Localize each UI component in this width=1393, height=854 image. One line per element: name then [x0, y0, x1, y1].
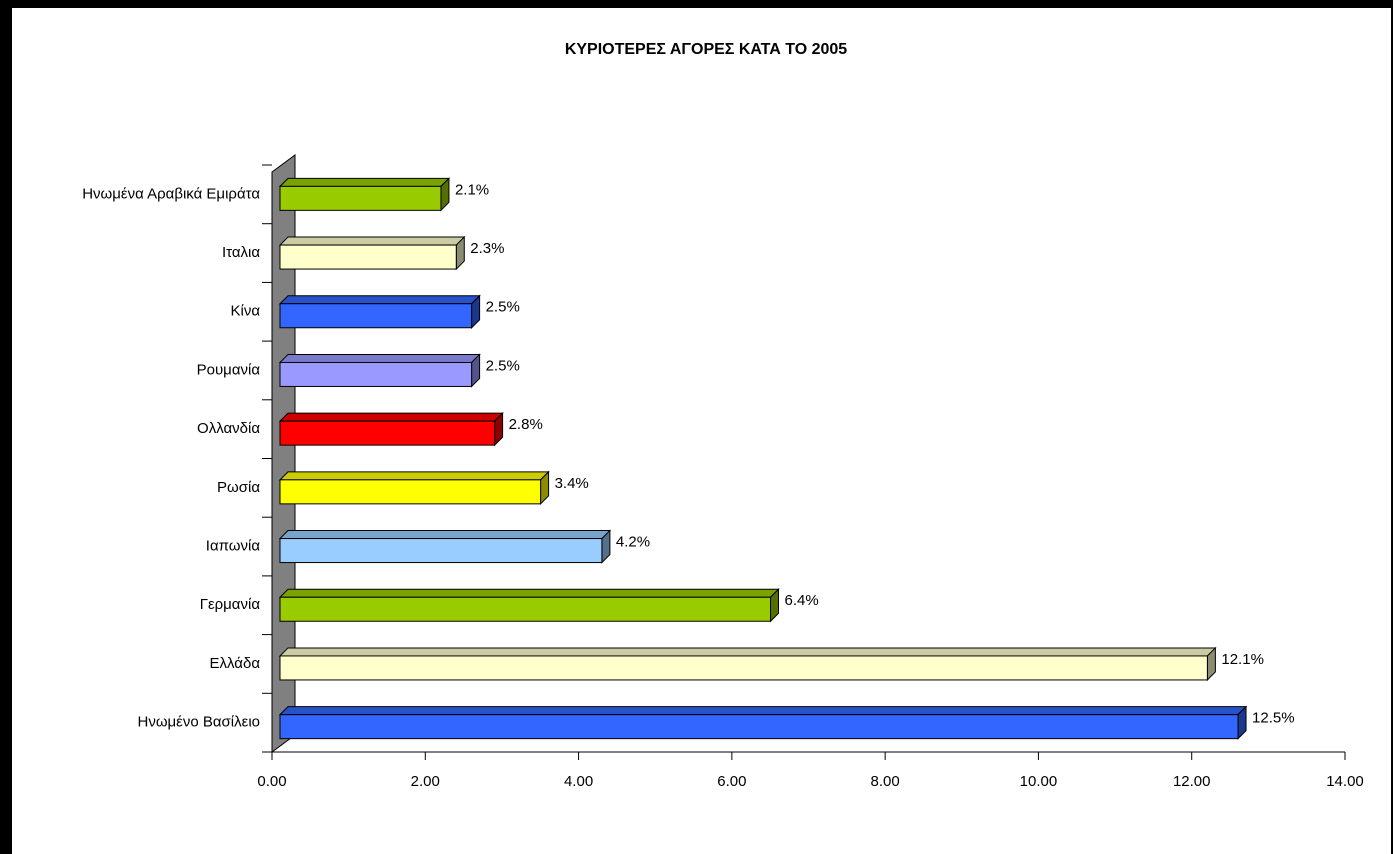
bar — [279, 185, 442, 211]
bar-top-shade — [280, 530, 610, 539]
y-tick-label: Ρουμανία — [197, 361, 261, 378]
bar-group — [278, 646, 1217, 682]
bar-top-shade — [280, 647, 1216, 656]
x-tick-label: 0.00 — [257, 773, 286, 790]
y-tick-label: Ελλάδα — [210, 655, 261, 672]
bar-top-shade — [280, 178, 449, 187]
bar — [279, 244, 457, 270]
value-label: 3.4% — [555, 475, 589, 492]
bar-side-shade — [601, 530, 610, 563]
value-label: 12.1% — [1221, 651, 1264, 668]
bar-group — [278, 294, 481, 329]
bar-side-shade — [1238, 706, 1247, 739]
y-tick-label: Ολλανδία — [197, 420, 260, 437]
bar — [279, 361, 473, 387]
y-tick-label: Ρωσία — [217, 479, 260, 496]
value-label: 6.4% — [785, 592, 819, 609]
bar — [279, 538, 603, 564]
value-label: 2.1% — [455, 181, 489, 198]
x-tick-label: 14.00 — [1326, 773, 1364, 790]
bar-group — [278, 470, 550, 506]
bar-group — [278, 411, 504, 447]
bar-top-shade — [280, 471, 549, 480]
bar — [279, 655, 1208, 681]
value-label: 4.2% — [616, 534, 650, 551]
y-tick-label: Ιαπωνία — [206, 538, 261, 555]
x-tick-label: 6.00 — [717, 773, 746, 790]
bar-side-shade — [471, 354, 480, 387]
chart-title: ΚΥΡΙΟΤΕΡΕΣ ΑΓΟΡΕΣ ΚΑΤΑ ΤΟ 2005 — [565, 41, 847, 58]
bar-side-shade — [494, 413, 503, 446]
x-tick-label: 4.00 — [564, 773, 593, 790]
y-tick-label: Ηνωμένα Αραβικά Εμιράτα — [82, 185, 260, 202]
bar — [279, 420, 496, 446]
y-tick-label: Ηνωμένο Βασίλειο — [137, 714, 260, 731]
bar — [279, 596, 772, 622]
x-tick-label: 10.00 — [1020, 773, 1058, 790]
bar-group — [278, 705, 1248, 740]
bar-top-shade — [280, 413, 503, 422]
value-label: 2.5% — [486, 299, 520, 316]
bar-side-shade — [770, 589, 779, 622]
y-tick-label: Γερμανία — [200, 596, 261, 613]
bar-top-shade — [280, 237, 465, 246]
bar-side-shade — [456, 237, 465, 270]
bar-side-shade — [1207, 647, 1216, 680]
bar-group — [278, 353, 481, 388]
bar-group — [278, 177, 451, 212]
bar-top-shade — [280, 589, 779, 598]
bar-top-shade — [280, 706, 1247, 715]
bar-top-shade — [280, 295, 480, 304]
x-tick-label: 12.00 — [1173, 773, 1211, 790]
bar — [279, 479, 542, 505]
value-label: 12.5% — [1252, 710, 1295, 727]
bar-side-shade — [440, 178, 449, 211]
x-tick-label: 2.00 — [411, 773, 440, 790]
bar-side-shade — [540, 471, 549, 504]
bar-group — [278, 588, 780, 623]
x-tick-label: 8.00 — [871, 773, 900, 790]
y-tick-label: Ιταλια — [222, 244, 260, 261]
bar — [279, 714, 1239, 740]
value-label: 2.5% — [486, 357, 520, 374]
bar — [279, 303, 473, 329]
value-label: 2.8% — [509, 416, 543, 433]
bar-side-shade — [471, 295, 480, 328]
bar-group — [278, 235, 466, 271]
bar-group — [278, 529, 612, 564]
value-label: 2.3% — [470, 240, 504, 257]
y-tick-label: Κίνα — [230, 303, 260, 320]
bar-top-shade — [280, 354, 480, 363]
